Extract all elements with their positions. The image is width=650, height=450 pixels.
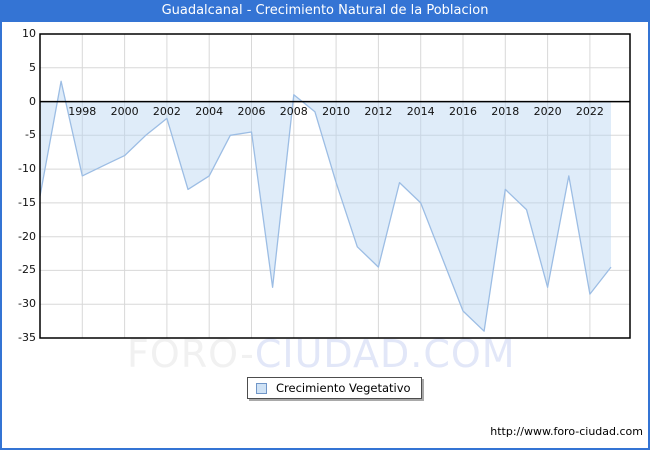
x-tick-label: 1998 bbox=[68, 105, 97, 118]
x-tick-label: 2018 bbox=[491, 105, 520, 118]
y-tick-label: 5 bbox=[29, 60, 36, 74]
y-tick-label: -25 bbox=[18, 263, 36, 277]
x-tick-label: 2006 bbox=[237, 105, 266, 118]
watermark-part1: FORO- bbox=[127, 332, 255, 376]
y-tick-label: -30 bbox=[18, 297, 36, 311]
y-tick-label: -5 bbox=[25, 128, 36, 142]
x-tick-label: 2014 bbox=[406, 105, 435, 118]
x-tick-label: 2004 bbox=[195, 105, 224, 118]
legend-swatch-icon bbox=[256, 382, 267, 394]
x-tick-label: 2022 bbox=[575, 105, 604, 118]
x-tick-label: 2020 bbox=[533, 105, 562, 118]
watermark-part2: CIUDAD.COM bbox=[254, 332, 516, 376]
y-tick-label: -35 bbox=[18, 331, 36, 344]
y-tick-label: -20 bbox=[18, 229, 36, 243]
site-url: http://www.foro-ciudad.com bbox=[490, 425, 643, 438]
x-tick-label: 2002 bbox=[152, 105, 181, 118]
legend: Crecimiento Vegetativo bbox=[247, 377, 422, 399]
x-tick-label: 2008 bbox=[279, 105, 308, 118]
watermark: FORO-CIUDAD.COM bbox=[127, 335, 516, 373]
y-tick-label: 0 bbox=[29, 94, 36, 108]
x-tick-label: 2010 bbox=[322, 105, 351, 118]
page-title: Guadalcanal - Crecimiento Natural de la … bbox=[2, 2, 648, 22]
x-tick-label: 2000 bbox=[110, 105, 139, 118]
x-tick-label: 2016 bbox=[449, 105, 477, 118]
y-tick-label: -10 bbox=[18, 162, 36, 176]
y-tick-label: -15 bbox=[18, 195, 36, 209]
y-axis-labels: 10 5 0 -5 -10 -15 -20 -25 -30 -35 bbox=[2, 2, 36, 448]
y-tick-label: 10 bbox=[22, 27, 36, 40]
x-tick-label: 2012 bbox=[364, 105, 393, 118]
legend-label: Crecimiento Vegetativo bbox=[276, 381, 411, 395]
